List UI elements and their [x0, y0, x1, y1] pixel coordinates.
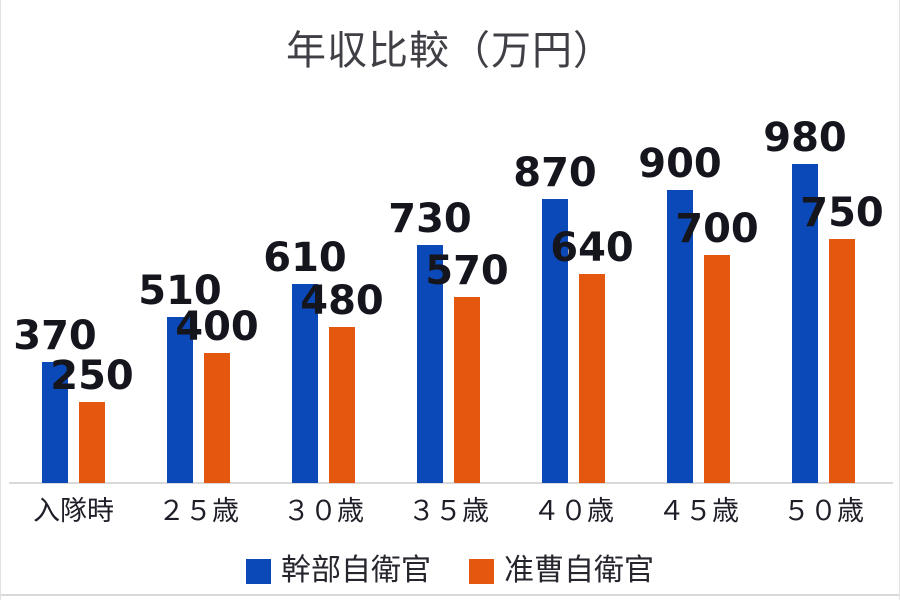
- bar-series2-4: [579, 274, 605, 483]
- bar-series2-0: [79, 401, 105, 483]
- data-label-series1-5: 900: [638, 140, 722, 187]
- data-label-series2-1: 400: [175, 303, 259, 350]
- legend-label: 准曹自衛官: [504, 553, 654, 588]
- data-label-series1-3: 730: [388, 196, 472, 243]
- data-label-series1-6: 980: [763, 114, 847, 161]
- bar-series2-3: [454, 297, 480, 483]
- bar-series1-6: [792, 163, 818, 483]
- data-label-series2-0: 250: [50, 352, 134, 399]
- bar-series1-5: [667, 189, 693, 483]
- legend: 幹部自衛官 准曹自衛官: [1, 552, 899, 590]
- x-axis-label-3: ３５歳: [408, 496, 489, 527]
- bottom-border: [1, 594, 899, 596]
- legend-label: 幹部自衛官: [281, 553, 431, 588]
- x-axis-label-6: ５０歳: [783, 496, 864, 527]
- data-label-series2-3: 570: [425, 248, 509, 295]
- bar-series1-1: [167, 316, 193, 483]
- chart-title: 年収比較（万円）: [286, 28, 614, 74]
- x-axis-label-5: ４５歳: [658, 496, 739, 527]
- legend-item-series2: 准曹自衛官: [469, 554, 654, 588]
- bar-series1-4: [542, 199, 568, 483]
- bar-series2-6: [829, 238, 855, 483]
- bar-series1-0: [42, 362, 68, 483]
- data-label-series2-2: 480: [300, 277, 384, 324]
- bar-series2-5: [704, 254, 730, 483]
- data-label-series2-4: 640: [550, 225, 634, 272]
- x-axis-label-4: ４０歳: [533, 496, 614, 527]
- bar-series2-2: [329, 326, 355, 483]
- data-label-series1-2: 610: [263, 235, 347, 282]
- x-axis-label-0: 入隊時: [33, 496, 114, 527]
- data-label-series1-0: 370: [13, 313, 97, 360]
- data-label-series1-1: 510: [138, 267, 222, 314]
- bar-series1-3: [417, 245, 443, 483]
- legend-item-series1: 幹部自衛官: [246, 554, 431, 588]
- data-label-series2-5: 700: [675, 205, 759, 252]
- legend-swatch-icon: [246, 558, 271, 584]
- bar-series1-2: [292, 284, 318, 483]
- legend-swatch-icon: [469, 558, 494, 584]
- x-axis-line: [9, 482, 893, 484]
- x-axis-label-1: ２５歳: [158, 496, 239, 527]
- data-label-series2-6: 750: [800, 189, 884, 236]
- data-label-series1-4: 870: [513, 150, 597, 197]
- bar-series2-1: [204, 352, 230, 483]
- x-axis-label-2: ３０歳: [283, 496, 364, 527]
